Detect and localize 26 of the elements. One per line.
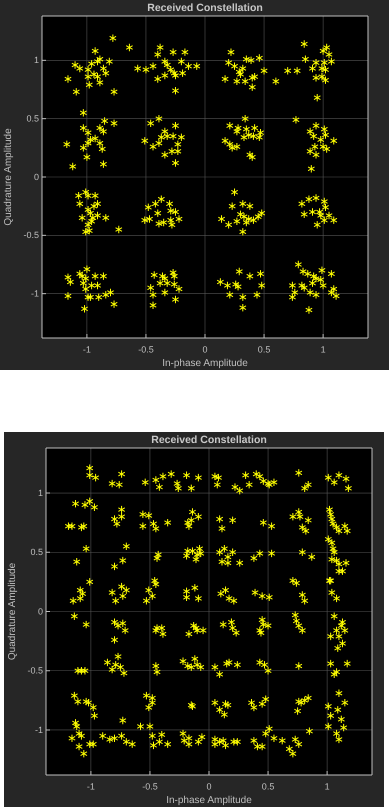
y-tick-label: 0.5 xyxy=(26,114,39,124)
x-tick-label: 1 xyxy=(324,782,330,792)
y-tick-label: 1 xyxy=(34,55,39,66)
y-tick-label: 0.5 xyxy=(30,547,43,558)
x-tick-label: -0.5 xyxy=(138,344,154,355)
y-tick-label: 1 xyxy=(38,488,43,498)
y-tick-label: -0.5 xyxy=(27,666,43,676)
y-tick-label: 0 xyxy=(34,172,39,182)
y-axis-title: Quadrature Amplitude xyxy=(3,128,14,226)
x-tick-label: 0.5 xyxy=(262,782,274,792)
x-axis-title: In-phase Amplitude xyxy=(162,358,248,369)
x-tick-label: -1 xyxy=(86,782,95,792)
chart-title: Received Constellation xyxy=(151,434,267,446)
x-tick-label: 0.5 xyxy=(258,344,270,355)
x-tick-label: -0.5 xyxy=(142,782,158,792)
y-axis-title: Quadrature Amplitude xyxy=(7,562,18,660)
y-tick-label: -1 xyxy=(30,288,39,299)
x-tick-label: 0 xyxy=(206,782,212,792)
y-tick-label: 0 xyxy=(38,606,43,616)
x-tick-label: 1 xyxy=(320,344,326,355)
y-tick-label: -0.5 xyxy=(23,230,39,240)
x-axis-title: In-phase Amplitude xyxy=(166,795,252,806)
y-tick-label: -1 xyxy=(34,724,43,735)
x-tick-label: 0 xyxy=(202,344,208,355)
chart-title: Received Constellation xyxy=(147,2,263,14)
x-tick-label: -1 xyxy=(82,344,91,355)
